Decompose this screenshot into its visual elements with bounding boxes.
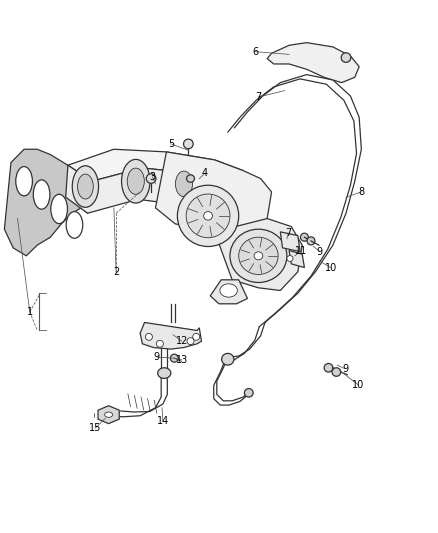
Text: 7: 7 <box>285 229 291 238</box>
Text: 9: 9 <box>154 352 160 362</box>
Ellipse shape <box>332 368 341 376</box>
Ellipse shape <box>78 174 93 199</box>
Polygon shape <box>68 149 243 181</box>
Text: 6: 6 <box>252 47 258 56</box>
Polygon shape <box>140 322 201 349</box>
Text: 10: 10 <box>325 263 337 272</box>
Polygon shape <box>215 219 302 290</box>
Text: 11: 11 <box>295 246 307 255</box>
Ellipse shape <box>158 368 171 378</box>
Text: 4: 4 <box>202 168 208 178</box>
Ellipse shape <box>324 364 333 372</box>
Text: 9: 9 <box>342 364 348 374</box>
Ellipse shape <box>16 166 32 196</box>
Text: 7: 7 <box>255 92 261 102</box>
Ellipse shape <box>230 229 287 282</box>
Ellipse shape <box>187 338 194 344</box>
Ellipse shape <box>300 233 308 241</box>
Text: 13: 13 <box>176 355 188 365</box>
Ellipse shape <box>184 139 193 149</box>
Polygon shape <box>4 149 94 256</box>
Polygon shape <box>98 406 119 424</box>
Text: 14: 14 <box>157 416 169 426</box>
Ellipse shape <box>244 389 253 397</box>
Polygon shape <box>280 232 300 252</box>
Ellipse shape <box>145 334 152 340</box>
Ellipse shape <box>177 185 239 246</box>
Ellipse shape <box>287 255 293 262</box>
Ellipse shape <box>51 195 67 224</box>
Ellipse shape <box>156 341 163 348</box>
Ellipse shape <box>146 174 156 183</box>
Text: 10: 10 <box>352 380 364 390</box>
Ellipse shape <box>170 163 198 205</box>
Ellipse shape <box>222 353 234 365</box>
Ellipse shape <box>193 334 200 340</box>
Ellipse shape <box>170 354 178 362</box>
Ellipse shape <box>121 159 150 203</box>
Text: 3: 3 <box>149 172 155 182</box>
Ellipse shape <box>307 237 315 245</box>
Ellipse shape <box>127 168 145 195</box>
Ellipse shape <box>204 212 212 220</box>
Polygon shape <box>210 280 247 304</box>
Polygon shape <box>66 165 239 213</box>
Polygon shape <box>267 43 359 83</box>
Ellipse shape <box>239 237 278 274</box>
Text: 8: 8 <box>358 187 364 197</box>
Text: 15: 15 <box>89 423 102 433</box>
Ellipse shape <box>341 53 351 62</box>
Polygon shape <box>289 251 304 268</box>
Text: 1: 1 <box>27 307 33 317</box>
Ellipse shape <box>66 212 83 238</box>
Ellipse shape <box>72 166 99 207</box>
Text: 9: 9 <box>317 247 323 256</box>
Ellipse shape <box>220 284 237 297</box>
Ellipse shape <box>254 252 263 260</box>
Text: 12: 12 <box>176 336 188 346</box>
Polygon shape <box>155 152 272 235</box>
Ellipse shape <box>175 171 192 197</box>
Ellipse shape <box>186 194 230 238</box>
Ellipse shape <box>33 180 50 209</box>
Text: 2: 2 <box>113 267 119 277</box>
Text: 5: 5 <box>168 139 174 149</box>
Ellipse shape <box>105 412 113 417</box>
Ellipse shape <box>187 175 194 182</box>
